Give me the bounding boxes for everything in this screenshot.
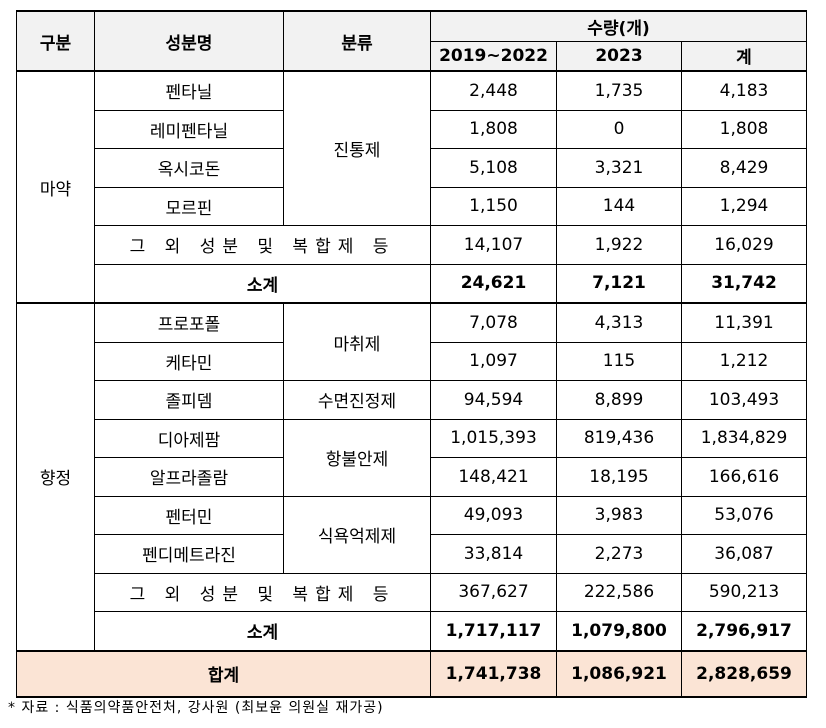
value-cell: 16,029 [681, 225, 807, 265]
value-cell: 115 [556, 341, 682, 381]
table-row: 소계 24,621 7,121 31,742 [17, 263, 807, 304]
table-body: 마약 펜타닐 진통제 2,448 1,735 4,183 레미펜타닐 1,808 0 1,808 옥… [16, 70, 807, 698]
value-cell: 8,429 [681, 148, 807, 188]
class-cell: 진통제 [283, 70, 431, 226]
value-cell: 33,814 [430, 534, 557, 574]
value-cell: 94,594 [430, 380, 557, 420]
value-cell: 1,922 [556, 225, 682, 265]
ingredient-cell: 옥시코돈 [94, 148, 284, 188]
table-row: 졸피뎀 수면진정제 94,594 8,899 103,493 [17, 380, 807, 420]
value-cell: 222,586 [556, 572, 682, 612]
table-row: 소계 1,717,117 1,079,800 2,796,917 [17, 611, 807, 652]
value-cell: 7,078 [430, 302, 557, 343]
ingredient-cell: 레미펜타닐 [94, 109, 284, 149]
value-cell: 4,183 [681, 70, 807, 111]
value-cell: 1,212 [681, 341, 807, 381]
value-cell: 1,079,800 [556, 611, 682, 652]
value-cell: 1,741,738 [430, 650, 557, 698]
value-cell: 367,627 [430, 572, 557, 612]
value-cell: 24,621 [430, 263, 557, 304]
class-cell: 항불안제 [283, 418, 431, 497]
table-row: 그 외 성분 및 복합제 등 14,107 1,922 16,029 [17, 225, 807, 265]
data-table: 구분 성분명 분류 수량(개) 2019~2022 2023 계 마약 펜타닐 진통… [16, 10, 807, 698]
table-row: 케타민 1,097 115 1,212 [17, 341, 807, 381]
table-row: 마약 펜타닐 진통제 2,448 1,735 4,183 [16, 70, 807, 304]
total-label: 합계 [16, 650, 431, 698]
value-cell: 2,796,917 [681, 611, 807, 652]
table-row: 향정 프로포폴 마취제 7,078 4,313 11,391 [16, 302, 807, 652]
header-cell: 2019~2022 [430, 40, 557, 72]
value-cell: 49,093 [430, 495, 557, 535]
value-cell: 819,436 [556, 418, 682, 458]
ingredient-cell: 디아제팜 [94, 418, 284, 458]
value-cell: 166,616 [681, 457, 807, 497]
header-cell: 분류 [283, 10, 431, 72]
value-cell: 1,717,117 [430, 611, 557, 652]
value-cell: 144 [556, 186, 682, 226]
value-cell: 1,808 [681, 109, 807, 149]
ingredient-cell: 펜타닐 [94, 70, 284, 111]
value-cell: 1,735 [556, 70, 682, 111]
other-cell: 그 외 성분 및 복합제 등 [94, 225, 431, 265]
header-cell: 수량(개) [430, 10, 807, 42]
ingredient-cell: 펜터민 [94, 495, 284, 535]
subtotal-label: 소계 [94, 263, 431, 304]
value-cell: 590,213 [681, 572, 807, 612]
ingredient-cell: 펜디메트라진 [94, 534, 284, 574]
value-cell: 18,195 [556, 457, 682, 497]
value-cell: 53,076 [681, 495, 807, 535]
value-cell: 1,097 [430, 341, 557, 381]
value-cell: 148,421 [430, 457, 557, 497]
value-cell: 11,391 [681, 302, 807, 343]
header-cell: 성분명 [94, 10, 284, 72]
value-cell: 1,294 [681, 186, 807, 226]
table-header: 구분 성분명 분류 수량(개) 2019~2022 2023 계 [16, 10, 807, 72]
ingredient-cell: 알프라졸람 [94, 457, 284, 497]
value-cell: 1,015,393 [430, 418, 557, 458]
value-cell: 0 [556, 109, 682, 149]
header-row: 구분 성분명 분류 수량(개) [16, 10, 807, 72]
table-row: 디아제팜 항불안제 1,015,393 819,436 1,834,829 [17, 418, 807, 497]
value-cell: 8,899 [556, 380, 682, 420]
table-row: 레미펜타닐 1,808 0 1,808 [17, 109, 807, 149]
ingredient-cell: 모르핀 [94, 186, 284, 226]
value-cell: 5,108 [430, 148, 557, 188]
header-row: 2019~2022 2023 계 [17, 40, 807, 72]
class-cell: 식욕억제제 [283, 495, 431, 574]
table-row: 펜터민 식욕억제제 49,093 3,983 53,076 [17, 495, 807, 574]
value-cell: 2,448 [430, 70, 557, 111]
table-row: 합계 1,741,738 1,086,921 2,828,659 [16, 650, 807, 698]
value-cell: 7,121 [556, 263, 682, 304]
value-cell: 1,808 [430, 109, 557, 149]
class-cell: 마취제 [283, 302, 431, 381]
value-cell: 36,087 [681, 534, 807, 574]
header-cell: 2023 [556, 40, 682, 72]
value-cell: 2,828,659 [681, 650, 807, 698]
value-cell: 1,150 [430, 186, 557, 226]
ingredient-cell: 졸피뎀 [94, 380, 284, 420]
group-cell: 마약 [16, 70, 95, 304]
value-cell: 4,313 [556, 302, 682, 343]
value-cell: 14,107 [430, 225, 557, 265]
table-row: 그 외 성분 및 복합제 등 367,627 222,586 590,213 [17, 572, 807, 612]
footnote: * 자료 : 식품의약품안전처, 강사원 (최보윤 의원실 재가공) [8, 700, 384, 716]
header-cell: 계 [681, 40, 807, 72]
other-cell: 그 외 성분 및 복합제 등 [94, 572, 431, 612]
value-cell: 3,321 [556, 148, 682, 188]
group-cell: 향정 [16, 302, 95, 652]
table-row: 펜디메트라진 33,814 2,273 36,087 [17, 534, 807, 574]
ingredient-cell: 프로포폴 [94, 302, 284, 343]
subtotal-label: 소계 [94, 611, 431, 652]
value-cell: 1,086,921 [556, 650, 682, 698]
ingredient-cell: 케타민 [94, 341, 284, 381]
value-cell: 31,742 [681, 263, 807, 304]
value-cell: 1,834,829 [681, 418, 807, 458]
value-cell: 3,983 [556, 495, 682, 535]
value-cell: 103,493 [681, 380, 807, 420]
header-cell: 구분 [16, 10, 95, 72]
value-cell: 2,273 [556, 534, 682, 574]
table-row: 알프라졸람 148,421 18,195 166,616 [17, 457, 807, 497]
class-cell: 수면진정제 [283, 380, 431, 420]
